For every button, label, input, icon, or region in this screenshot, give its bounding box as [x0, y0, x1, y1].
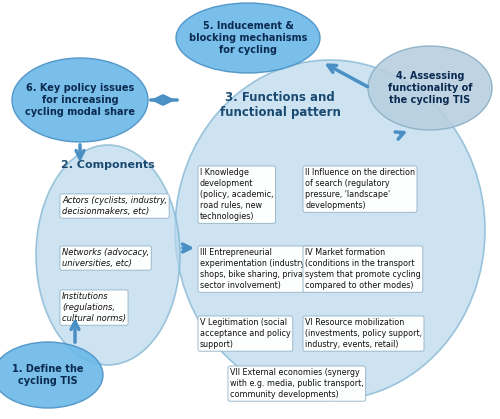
Ellipse shape — [0, 342, 103, 408]
Text: I Knowledge
development
(policy, academic,
road rules, new
technologies): I Knowledge development (policy, academi… — [200, 168, 274, 221]
Text: 4. Assessing
functionality of
the cycling TIS: 4. Assessing functionality of the cyclin… — [388, 71, 472, 105]
Text: Actors (cyclists, industry,
decisionmakers, etc): Actors (cyclists, industry, decisionmake… — [62, 196, 167, 216]
Text: IV Market formation
(conditions in the transport
system that promote cycling
com: IV Market formation (conditions in the t… — [305, 248, 421, 290]
Text: 1. Define the
cycling TIS: 1. Define the cycling TIS — [12, 364, 84, 386]
Text: 6. Key policy issues
for increasing
cycling modal share: 6. Key policy issues for increasing cycl… — [25, 83, 135, 116]
Text: 2. Components: 2. Components — [61, 160, 155, 170]
Text: Networks (advocacy,
universities, etc): Networks (advocacy, universities, etc) — [62, 248, 149, 268]
Text: Institutions
(regulations,
cultural norms): Institutions (regulations, cultural norm… — [62, 292, 126, 323]
Ellipse shape — [12, 58, 148, 142]
Ellipse shape — [368, 46, 492, 130]
Text: V Legitimation (social
acceptance and policy
support): V Legitimation (social acceptance and po… — [200, 318, 291, 349]
Text: 5. Inducement &
blocking mechanisms
for cycling: 5. Inducement & blocking mechanisms for … — [189, 21, 307, 54]
Ellipse shape — [36, 145, 180, 365]
Text: III Entrepreneurial
experimentation (industry,
shops, bike sharing, private
sect: III Entrepreneurial experimentation (ind… — [200, 248, 311, 290]
Text: VI Resource mobilization
(investments, policy support,
industry, events, retail): VI Resource mobilization (investments, p… — [305, 318, 422, 349]
Ellipse shape — [175, 60, 485, 400]
Text: VII External economies (synergy
with e.g. media, public transport,
community dev: VII External economies (synergy with e.g… — [230, 368, 364, 399]
Ellipse shape — [176, 3, 320, 73]
Text: II Influence on the direction
of search (regulatory
pressure, 'landscape'
develo: II Influence on the direction of search … — [305, 168, 415, 210]
Text: 3. Functions and
functional pattern: 3. Functions and functional pattern — [220, 91, 340, 119]
